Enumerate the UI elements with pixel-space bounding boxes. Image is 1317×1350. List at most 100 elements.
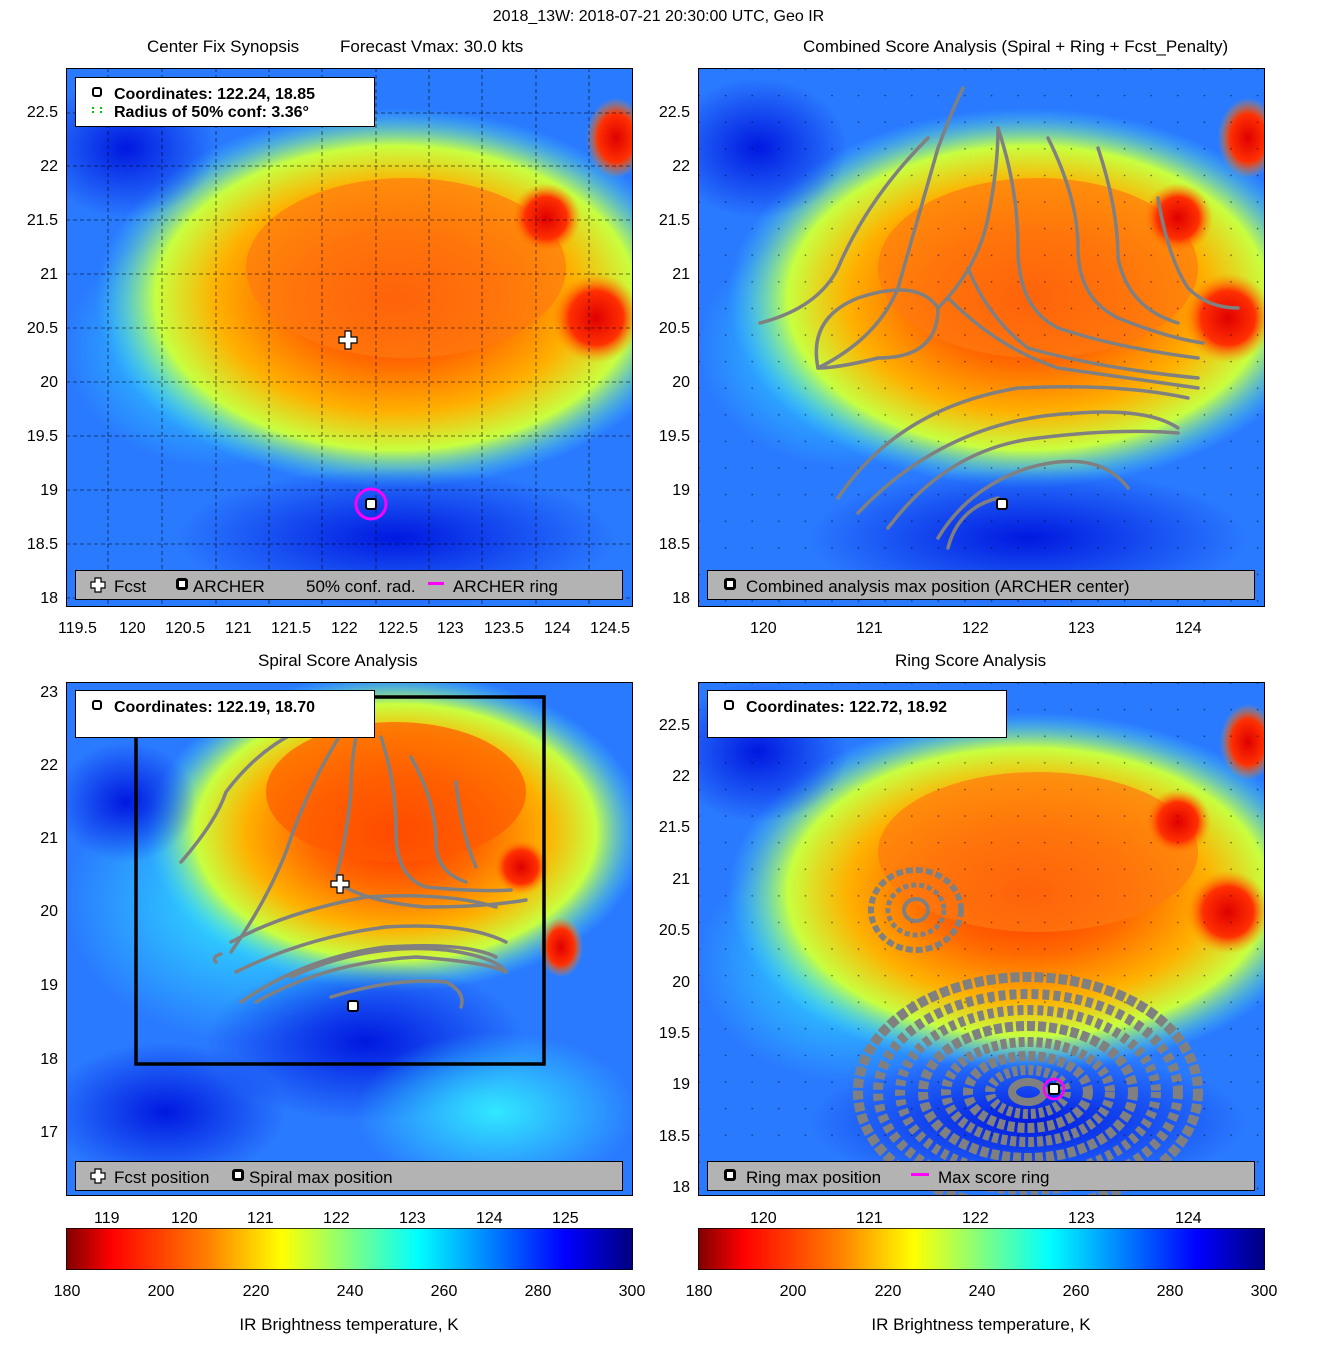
figure-title: 2018_13W: 2018-07-21 20:30:00 UTC, Geo I… bbox=[492, 8, 825, 25]
left-cb-tick: 280 bbox=[524, 1283, 552, 1300]
br-ytick: 22.5 bbox=[658, 717, 690, 734]
max-score-ring-line-icon bbox=[911, 1173, 929, 1176]
left-cb-tick: 300 bbox=[618, 1283, 646, 1300]
tr-archer-marker bbox=[996, 498, 1008, 510]
tl-ytick: 19.5 bbox=[26, 428, 58, 445]
br-legend: Ring max position Max score ring bbox=[707, 1161, 1255, 1191]
br-ytick: 22 bbox=[672, 768, 690, 785]
tr-ytick: 20 bbox=[672, 374, 690, 391]
tl-legend-ring: ARCHER ring bbox=[453, 577, 558, 596]
tl-ytick: 20 bbox=[40, 374, 58, 391]
left-cb-tick: 220 bbox=[242, 1283, 270, 1300]
br-panel-title: Ring Score Analysis bbox=[895, 651, 1047, 670]
tr-xtick: 121 bbox=[856, 620, 883, 637]
right-cb-label: IR Brightness temperature, K bbox=[871, 1315, 1091, 1334]
tl-xtick: 119.5 bbox=[58, 620, 97, 637]
tl-ytick: 19 bbox=[40, 482, 58, 499]
fcst-cross-icon bbox=[90, 577, 106, 593]
bl-ytick: 19 bbox=[40, 977, 58, 994]
archer-ring-line-icon bbox=[428, 582, 444, 585]
tr-ytick: 18 bbox=[672, 590, 690, 607]
bl-ir-image bbox=[66, 682, 633, 1196]
right-cb-tick: 240 bbox=[968, 1283, 996, 1300]
coordinates-marker-icon bbox=[92, 87, 102, 97]
tl-xtick: 123.5 bbox=[484, 620, 525, 637]
tl-archer-marker bbox=[365, 498, 377, 510]
bl-ytick: 17 bbox=[40, 1124, 58, 1141]
tl-archer-ring bbox=[354, 487, 388, 521]
bl-info-box: Coordinates: 122.19, 18.70 bbox=[75, 690, 375, 738]
tl-conf-radius: Radius of 50% conf: 3.36° bbox=[114, 104, 309, 121]
tr-legend-combined: Combined analysis max position (ARCHER c… bbox=[746, 577, 1130, 596]
right-cb-tick: 220 bbox=[874, 1283, 902, 1300]
bl-legend: Fcst position Spiral max position bbox=[75, 1161, 623, 1191]
left-cb-tick: 200 bbox=[147, 1283, 175, 1300]
bl-xtick: 121 bbox=[247, 1210, 274, 1227]
tl-ytick: 18.5 bbox=[26, 536, 58, 553]
tr-xtick: 124 bbox=[1175, 620, 1202, 637]
tr-xtick: 123 bbox=[1068, 620, 1095, 637]
tr-ir-image bbox=[698, 68, 1265, 607]
br-legend-ring-max: Ring max position bbox=[746, 1168, 882, 1187]
tr-ytick: 22 bbox=[672, 158, 690, 175]
tr-ytick: 18.5 bbox=[658, 536, 690, 553]
tl-legend-fcst: Fcst bbox=[114, 577, 147, 596]
tr-ytick: 19 bbox=[672, 482, 690, 499]
bl-panel-title: Spiral Score Analysis bbox=[258, 651, 418, 670]
tr-panel-title: Combined Score Analysis (Spiral + Ring +… bbox=[803, 37, 1229, 56]
tl-xtick: 121.5 bbox=[271, 620, 312, 637]
tr-xtick: 120 bbox=[750, 620, 777, 637]
tl-xtick: 121 bbox=[225, 620, 252, 637]
tl-forecast-marker bbox=[338, 330, 358, 350]
bl-legend-spiral: Spiral max position bbox=[249, 1168, 393, 1187]
tl-panel-title: Center Fix Synopsis bbox=[147, 37, 300, 56]
tl-forecast-vmax: Forecast Vmax: 30.0 kts bbox=[340, 37, 524, 56]
tr-ytick: 20.5 bbox=[658, 320, 690, 337]
br-ytick: 18.5 bbox=[658, 1128, 690, 1145]
bl-legend-fcst: Fcst position bbox=[114, 1168, 210, 1187]
tl-ytick: 18 bbox=[40, 590, 58, 607]
right-cb-tick: 260 bbox=[1062, 1283, 1090, 1300]
tl-ir-image bbox=[66, 68, 633, 607]
bl-ytick: 23 bbox=[40, 684, 58, 701]
tl-info-box: Coordinates: 122.24, 18.85 Radius of 50%… bbox=[75, 77, 375, 127]
tr-ytick: 22.5 bbox=[658, 104, 690, 121]
tl-ytick: 21 bbox=[40, 266, 58, 283]
right-colorbar bbox=[698, 1228, 1265, 1270]
tl-ytick: 21.5 bbox=[26, 212, 58, 229]
tl-xtick: 122 bbox=[331, 620, 358, 637]
br-coordinates: Coordinates: 122.72, 18.92 bbox=[746, 699, 947, 716]
br-ytick: 21.5 bbox=[658, 819, 690, 836]
coordinates-marker-icon bbox=[92, 700, 102, 710]
br-xtick: 120 bbox=[750, 1210, 777, 1227]
bl-ytick: 18 bbox=[40, 1051, 58, 1068]
bl-spiral-max-marker bbox=[347, 1000, 359, 1012]
left-cb-tick: 180 bbox=[53, 1283, 81, 1300]
tl-xtick: 120 bbox=[119, 620, 146, 637]
br-ytick: 21 bbox=[672, 871, 690, 888]
combined-max-marker-icon bbox=[724, 578, 736, 590]
tr-ytick: 19.5 bbox=[658, 428, 690, 445]
tl-legend-archer: ARCHER bbox=[193, 577, 265, 596]
br-legend-max-ring: Max score ring bbox=[938, 1168, 1050, 1187]
bl-coordinates: Coordinates: 122.19, 18.70 bbox=[114, 699, 315, 716]
br-ytick: 18 bbox=[672, 1179, 690, 1196]
br-ytick: 19.5 bbox=[658, 1025, 690, 1042]
left-cb-tick: 260 bbox=[430, 1283, 458, 1300]
br-ytick: 19 bbox=[672, 1076, 690, 1093]
tl-legend-conf: 50% conf. rad. bbox=[306, 577, 416, 596]
ring-max-marker-icon bbox=[724, 1169, 736, 1181]
conf-radius-icon bbox=[92, 107, 102, 113]
tl-xtick: 123 bbox=[437, 620, 464, 637]
spiral-max-marker-icon bbox=[232, 1169, 244, 1181]
archer-marker-icon bbox=[176, 578, 188, 590]
tl-ytick: 20.5 bbox=[26, 320, 58, 337]
br-xtick: 122 bbox=[962, 1210, 989, 1227]
bl-forecast-marker bbox=[330, 874, 350, 894]
bl-xtick: 123 bbox=[399, 1210, 426, 1227]
br-ytick: 20.5 bbox=[658, 922, 690, 939]
tl-coordinates: Coordinates: 122.24, 18.85 bbox=[114, 86, 315, 103]
bl-ytick: 21 bbox=[40, 830, 58, 847]
tl-xtick: 124.5 bbox=[590, 620, 631, 637]
right-cb-tick: 280 bbox=[1156, 1283, 1184, 1300]
